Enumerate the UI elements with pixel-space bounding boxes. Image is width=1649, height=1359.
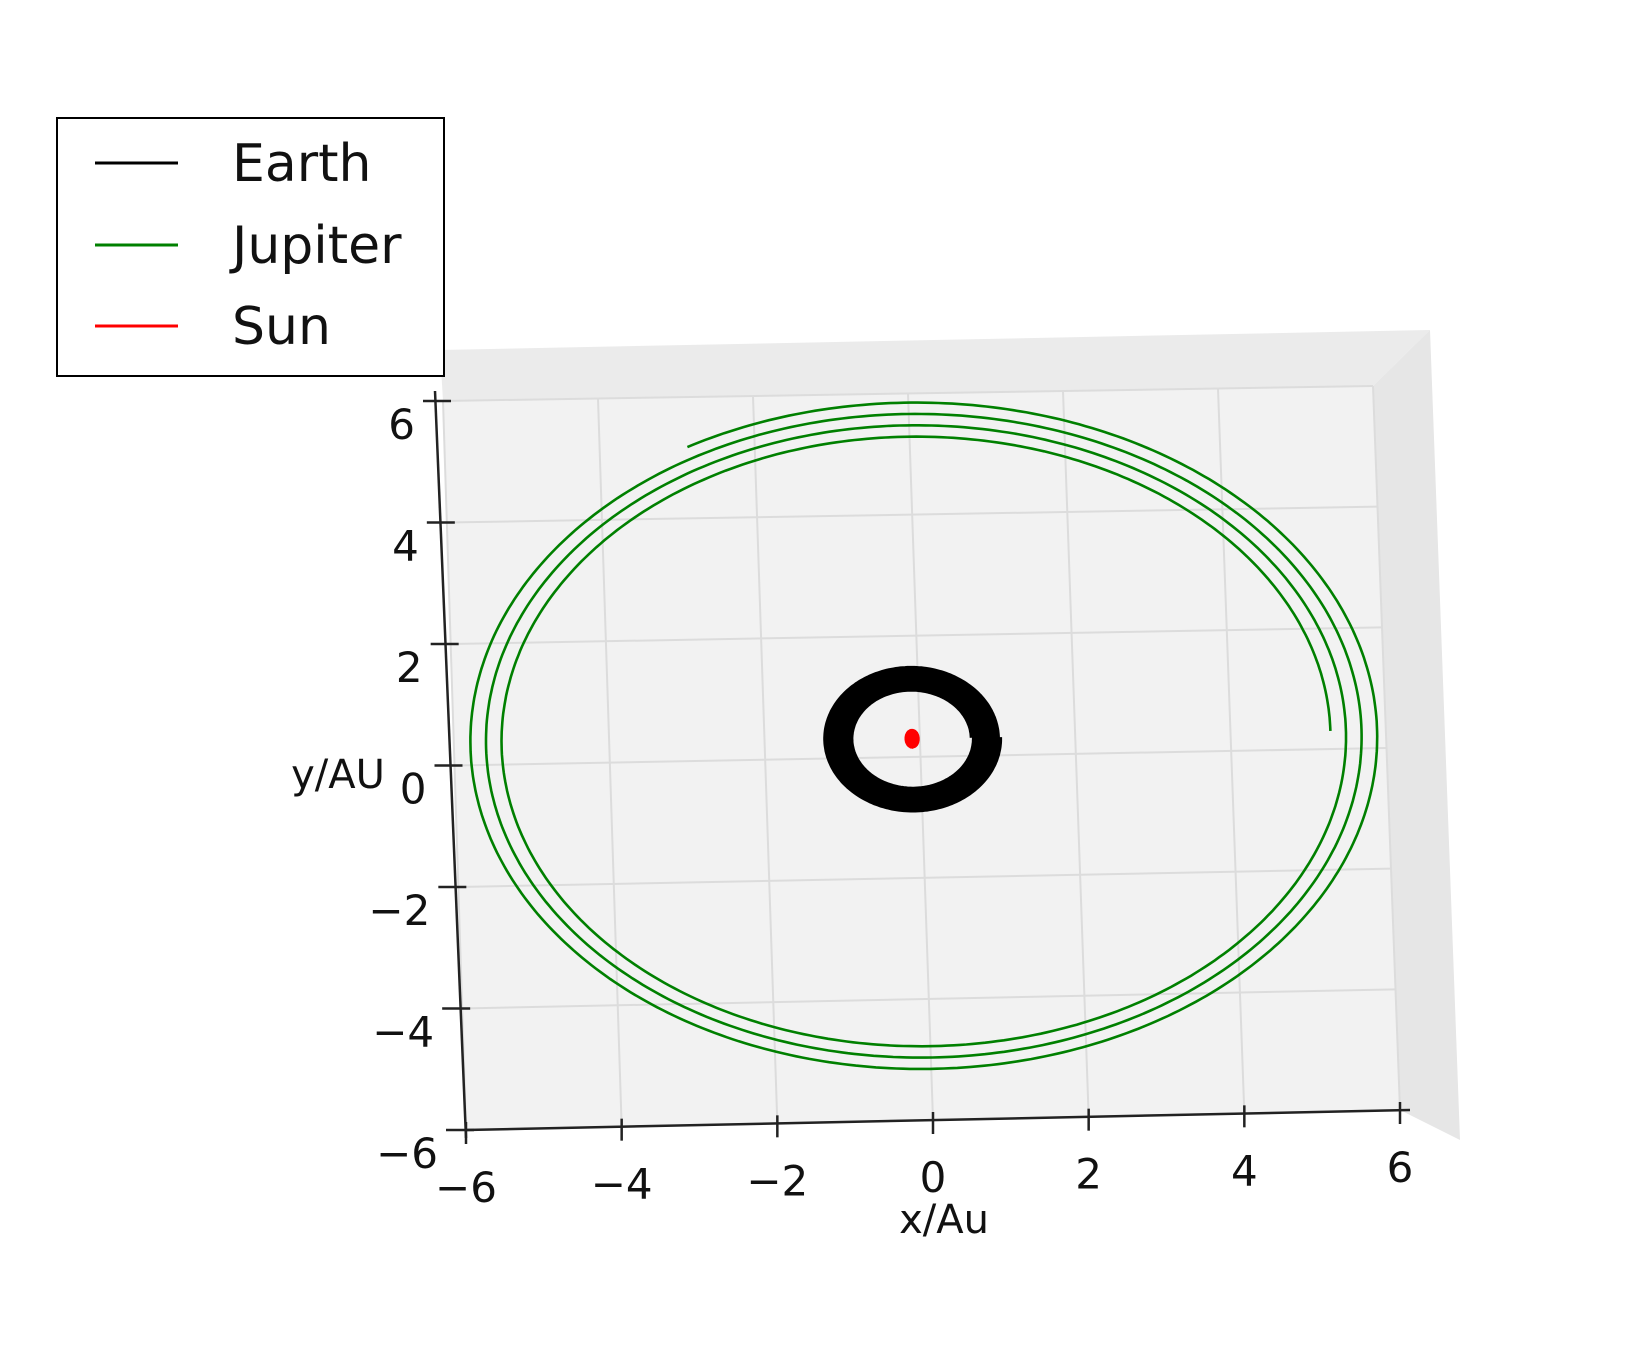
legend: Earth Jupiter Sun [57, 118, 444, 376]
x-tick-label: 6 [1387, 1143, 1414, 1192]
y-tick-label: −2 [368, 886, 430, 935]
legend-label-earth: Earth [232, 134, 371, 194]
x-tick-label: −2 [746, 1156, 808, 1205]
y-tick-label: −6 [376, 1129, 438, 1178]
y-tick-label: −4 [372, 1008, 434, 1057]
legend-label-jupiter: Jupiter [229, 216, 402, 276]
y-tick-label: 4 [392, 522, 419, 571]
x-tick-label: 0 [920, 1153, 947, 1202]
y-axis-label: y/AU [291, 752, 385, 798]
y-tick-label: 6 [388, 400, 415, 449]
x-tick-label: −6 [435, 1163, 497, 1212]
y-tick-label: 2 [396, 643, 423, 692]
x-tick-label: −4 [591, 1160, 653, 1209]
legend-label-sun: Sun [232, 297, 331, 357]
x-axis-label: x/Au [899, 1197, 989, 1243]
series-line-sun [909, 733, 915, 744]
x-tick-label: 4 [1231, 1146, 1258, 1195]
x-tick-label: 2 [1075, 1150, 1102, 1199]
y-tick-label: 0 [400, 765, 427, 814]
